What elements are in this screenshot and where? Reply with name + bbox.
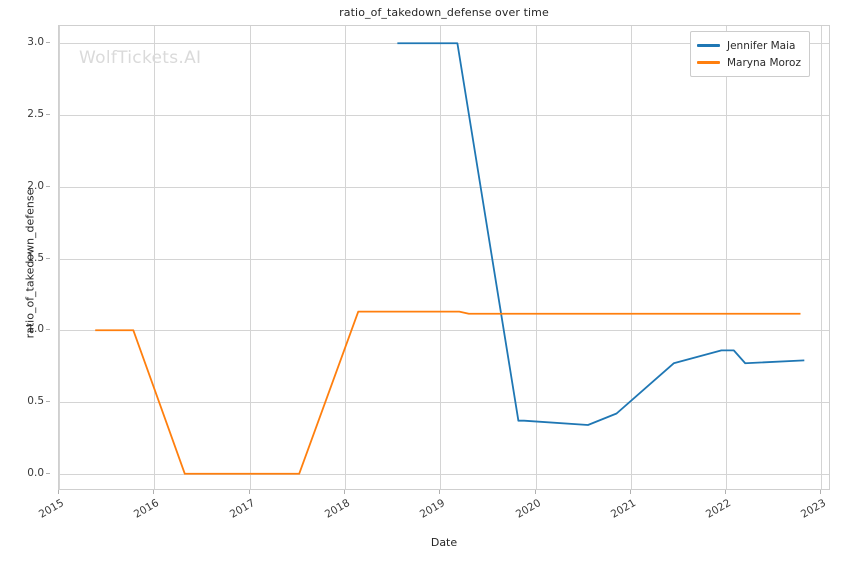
legend-label: Jennifer Maia xyxy=(727,39,796,52)
x-tick-label: 2020 xyxy=(513,497,543,521)
gridline-horizontal xyxy=(59,114,829,116)
y-tick-mark xyxy=(46,472,50,474)
series-line xyxy=(397,42,805,426)
plot-area: WolfTickets.AI xyxy=(58,25,830,490)
legend-item[interactable]: Maryna Moroz xyxy=(697,54,801,71)
chart-legend: Jennifer Maia Maryna Moroz xyxy=(690,31,810,77)
series-line xyxy=(95,310,801,475)
y-tick-mark xyxy=(46,113,50,115)
gridline-vertical xyxy=(535,26,537,489)
x-tick-mark xyxy=(58,490,59,494)
y-tick-label: 1.5 xyxy=(27,251,44,264)
x-tick-label: 2018 xyxy=(322,497,352,521)
gridline-horizontal xyxy=(59,473,829,475)
legend-color-swatch xyxy=(697,61,720,64)
gridline-horizontal xyxy=(59,186,829,188)
gridline-horizontal xyxy=(59,402,829,404)
x-tick-label: 2015 xyxy=(36,497,66,521)
gridline-horizontal xyxy=(59,258,829,260)
gridline-vertical xyxy=(59,26,60,489)
y-tick-mark xyxy=(46,257,50,259)
gridline-vertical xyxy=(154,26,156,489)
y-tick-label: 0.5 xyxy=(27,395,44,408)
gridline-horizontal xyxy=(59,330,829,332)
x-tick-mark xyxy=(629,490,631,494)
x-tick-label: 2017 xyxy=(227,497,257,521)
x-tick-mark xyxy=(820,490,822,494)
y-axis-label: ratio_of_takedown_defense xyxy=(23,188,37,339)
gridline-vertical xyxy=(344,26,346,489)
x-tick-label: 2019 xyxy=(418,497,448,521)
y-tick-mark xyxy=(46,185,50,187)
y-tick-label: 2.5 xyxy=(27,107,44,120)
y-tick-label: 1.0 xyxy=(27,323,44,336)
y-tick-label: 3.0 xyxy=(27,36,44,49)
gridline-vertical xyxy=(249,26,251,489)
x-tick-label: 2023 xyxy=(799,497,829,521)
x-tick-label: 2021 xyxy=(608,497,638,521)
gridline-vertical xyxy=(440,26,442,489)
x-tick-label: 2022 xyxy=(704,497,734,521)
legend-color-swatch xyxy=(697,44,720,47)
legend-label: Maryna Moroz xyxy=(727,56,801,69)
x-tick-mark xyxy=(248,490,250,494)
chart-title: ratio_of_takedown_defense over time xyxy=(339,6,549,19)
y-tick-mark xyxy=(46,401,50,403)
y-tick-mark xyxy=(46,42,50,44)
gridline-vertical xyxy=(726,26,728,489)
gridline-vertical xyxy=(630,26,632,489)
legend-item[interactable]: Jennifer Maia xyxy=(697,37,801,54)
x-tick-label: 2016 xyxy=(132,497,162,521)
x-tick-mark xyxy=(725,490,727,494)
x-tick-mark xyxy=(153,490,155,494)
gridline-vertical xyxy=(821,26,823,489)
series-lines xyxy=(95,42,805,475)
y-tick-label: 2.0 xyxy=(27,179,44,192)
x-tick-mark xyxy=(439,490,441,494)
x-tick-mark xyxy=(343,490,345,494)
x-axis-label: Date xyxy=(430,536,458,549)
x-tick-mark xyxy=(534,490,536,494)
y-tick-mark xyxy=(46,329,50,331)
y-tick-label: 0.0 xyxy=(27,466,44,479)
